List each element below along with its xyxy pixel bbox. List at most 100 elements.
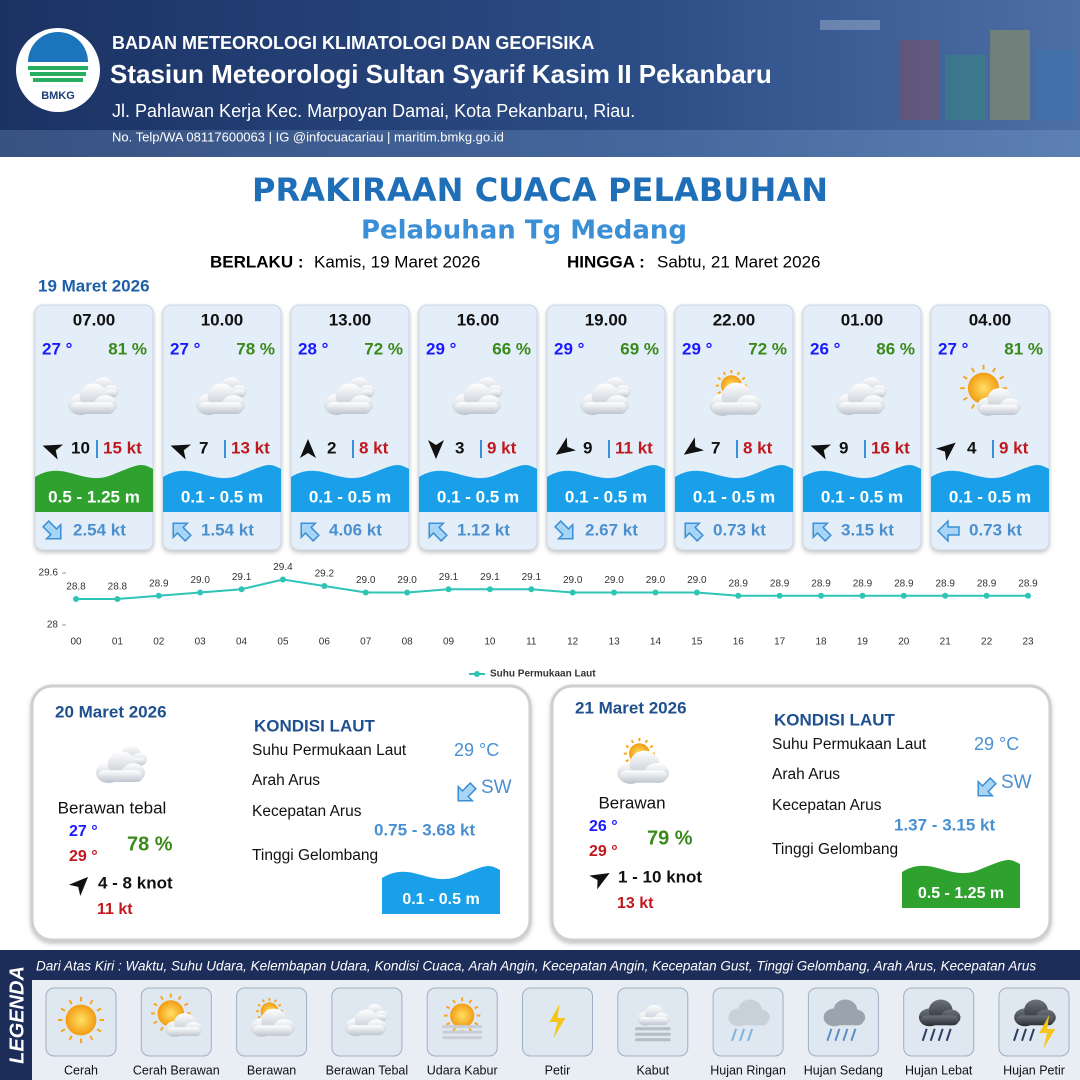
- sea-label: Arah Arus: [772, 766, 840, 783]
- x-tick-label: 14: [650, 637, 662, 648]
- sst-value-label: 28.9: [729, 578, 749, 589]
- rain: [747, 1028, 754, 1042]
- cloud-part: [825, 1015, 864, 1026]
- current-speed: 2.67 kt: [585, 520, 638, 539]
- sun-ray: [474, 1005, 479, 1010]
- x-tick-label: 15: [691, 637, 703, 648]
- gust-speed: 8 kt: [743, 438, 773, 457]
- sst-value-label: 28.9: [935, 578, 955, 589]
- weather-icon: [57, 996, 105, 1044]
- weather-icon: [324, 377, 375, 416]
- weather-icon: [96, 745, 147, 784]
- legend-item-label: Cerah: [64, 1063, 98, 1077]
- weather-icon: [1013, 999, 1056, 1049]
- sun-ray: [60, 1028, 66, 1033]
- sea-label: Arah Arus: [252, 772, 320, 789]
- wind-range: 1 - 10 knot: [618, 867, 702, 886]
- valid-to: Sabtu, 21 Maret 2026: [657, 252, 821, 271]
- sun-ray: [736, 371, 741, 376]
- day-date: 21 Maret 2026: [575, 698, 687, 717]
- sst-point: [942, 592, 949, 599]
- legend-item-label: Cerah Berawan: [133, 1063, 220, 1077]
- sst-point: [362, 589, 369, 596]
- sun-ray: [89, 1035, 94, 1041]
- gust-speed: 16 kt: [871, 438, 910, 457]
- x-tick-label: 07: [360, 637, 372, 648]
- air-temperature: 29 °: [682, 339, 713, 358]
- station-name: Stasiun Meteorologi Sultan Syarif Kasim …: [110, 59, 772, 89]
- sst-point: [238, 586, 245, 593]
- sun-ray: [60, 1007, 66, 1012]
- sun-ray: [717, 376, 722, 381]
- sst-value-label: 29.0: [190, 575, 210, 586]
- wave-band: [35, 465, 153, 512]
- rain: [937, 1028, 944, 1042]
- wave-height: 0.1 - 0.5 m: [402, 891, 479, 908]
- weather-icon: [635, 1004, 671, 1042]
- forecast-time: 22.00: [713, 310, 756, 329]
- gust-speed: 8 kt: [359, 438, 389, 457]
- humidity: 72 %: [748, 339, 787, 358]
- sst-value-label: 29.1: [439, 572, 459, 583]
- sun-ray: [153, 1020, 158, 1025]
- temp-max: 29 °: [69, 848, 98, 865]
- valid-from-label: BERLAKU :: [210, 252, 304, 271]
- wind-speed: 9: [839, 438, 848, 457]
- cloud-part: [838, 402, 883, 414]
- rain: [921, 1028, 928, 1042]
- sst-point: [321, 583, 328, 589]
- sea-label: Kecepatan Arus: [252, 803, 362, 820]
- sst-value-label: 28.9: [811, 578, 831, 589]
- wind-range: 4 - 8 knot: [98, 873, 173, 892]
- sun-ray: [96, 1007, 102, 1012]
- wave-height: 0.5 - 1.25 m: [918, 885, 1004, 902]
- sun-ray: [630, 739, 635, 744]
- sst-value-label: 29.0: [604, 575, 624, 586]
- sst-point: [900, 592, 907, 599]
- sea-label: Kecepatan Arus: [772, 797, 882, 814]
- sun-ray: [962, 375, 968, 380]
- sea-label: Tinggi Gelombang: [252, 847, 378, 864]
- current-speed: 0.73 kt: [969, 520, 1022, 539]
- humidity: 78 %: [127, 833, 173, 855]
- forecast-time: 19.00: [585, 310, 628, 329]
- x-tick-label: 08: [402, 637, 414, 648]
- sea-label: Suhu Permukaan Laut: [252, 742, 407, 759]
- weather-icon: [452, 377, 503, 416]
- cloud-part: [98, 770, 143, 782]
- current-arrow: [977, 777, 997, 797]
- weather-icon: [549, 1004, 566, 1038]
- x-tick-label: 11: [526, 637, 537, 648]
- cloud-part: [454, 402, 499, 414]
- temp-max: 29 °: [589, 843, 618, 860]
- sun-ray: [257, 1015, 261, 1019]
- air-temperature: 29 °: [426, 339, 457, 358]
- sst-value-label: 28.9: [149, 578, 169, 589]
- current-speed: 1.12 kt: [457, 520, 510, 539]
- rain: [850, 1028, 857, 1042]
- wave-height: 0.1 - 0.5 m: [181, 487, 263, 506]
- legend-title: LEGENDA: [6, 966, 28, 1064]
- air-temperature: 27 °: [170, 339, 201, 358]
- wind-arrow: [300, 439, 316, 458]
- wave-height: 0.1 - 0.5 m: [821, 487, 903, 506]
- wind-speed: 4: [967, 438, 977, 457]
- sst-point: [1025, 592, 1031, 599]
- current-speed: 1.54 kt: [201, 520, 254, 539]
- humidity: 66 %: [492, 339, 531, 358]
- x-tick-label: 06: [319, 637, 331, 648]
- wave-height: 0.1 - 0.5 m: [693, 487, 775, 506]
- y-tick-label: 29.6: [39, 568, 59, 579]
- current-arrow: [812, 522, 832, 542]
- wind-speed: 9: [583, 438, 592, 457]
- air-temperature: 28 °: [298, 339, 329, 358]
- wave-band: [382, 866, 500, 914]
- sun-ray: [273, 999, 277, 1003]
- current-arrow: [457, 782, 477, 802]
- cloud-part: [979, 404, 1019, 415]
- sst-point: [983, 592, 990, 599]
- wave-band: [902, 860, 1020, 908]
- sun-ray: [445, 1005, 451, 1010]
- wave-band: [163, 465, 281, 512]
- sst-value-label: 28.9: [977, 578, 997, 589]
